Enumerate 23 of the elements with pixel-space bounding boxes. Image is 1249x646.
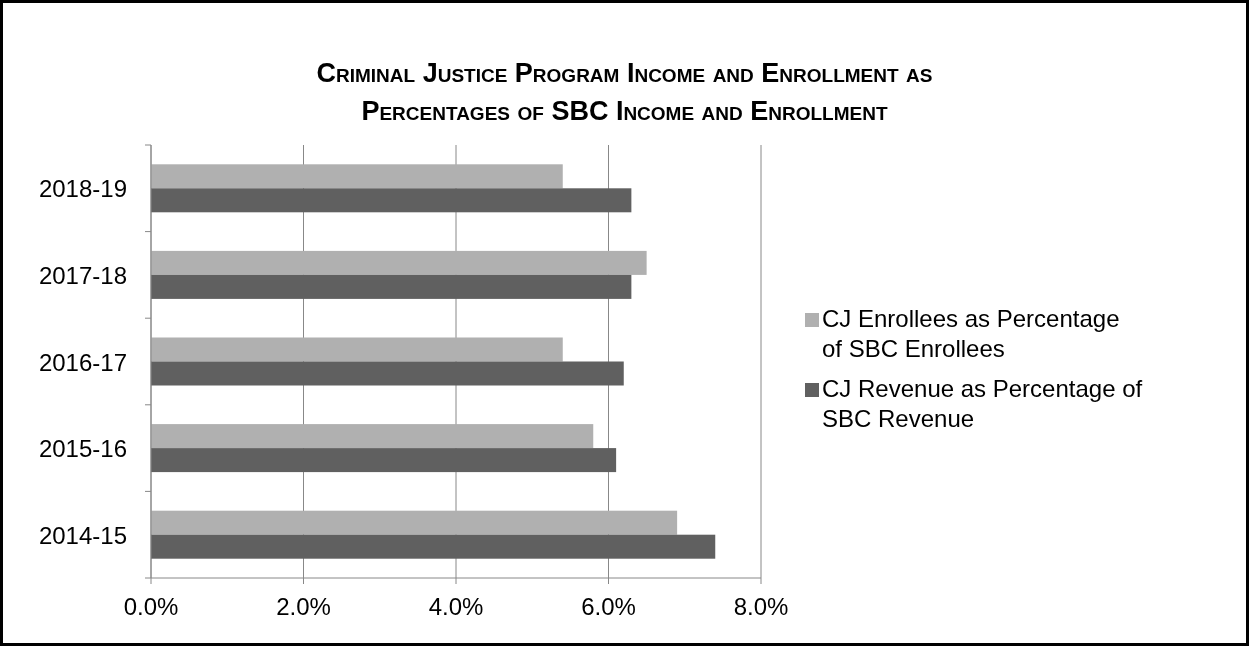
bar	[151, 250, 647, 275]
y-tick-label: 2015-16	[38, 435, 127, 463]
y-tick-label: 2017-18	[38, 261, 127, 289]
x-tick-label: 0.0%	[123, 593, 179, 620]
legend-label: CJ Revenue as Percentage of SBC Revenue	[822, 375, 1143, 432]
bar	[151, 274, 632, 299]
bar	[151, 448, 617, 473]
y-tick-label: 2014-15	[38, 521, 127, 549]
bar	[151, 337, 563, 362]
bar	[151, 164, 563, 189]
bar	[151, 188, 632, 213]
y-tick-label: 2018-19	[38, 175, 127, 203]
y-tick-label: 2016-17	[38, 348, 127, 376]
x-tick-label: 4.0%	[428, 593, 484, 620]
x-tick-label: 2.0%	[276, 593, 331, 620]
bar	[151, 510, 678, 535]
bar	[151, 424, 594, 449]
bar	[151, 361, 624, 386]
chart-title: Criminal Justice Program Income and Enrollment as Percentages of SBC Income and Enrollment	[316, 58, 933, 126]
legend-label: CJ Enrollees as Percentage of SBC Enrollees	[822, 305, 1120, 362]
x-tick-label: 8.0%	[733, 593, 789, 620]
bar	[151, 534, 716, 559]
x-tick-label: 6.0%	[581, 593, 636, 620]
